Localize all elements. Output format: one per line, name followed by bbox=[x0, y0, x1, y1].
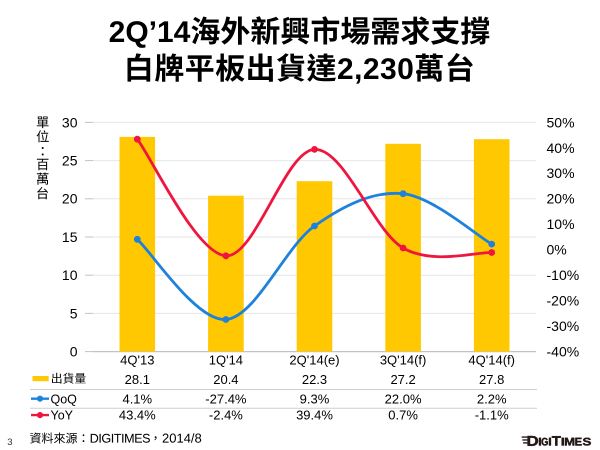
svg-text:30%: 30% bbox=[547, 165, 575, 181]
svg-text:43.4%: 43.4% bbox=[119, 408, 156, 423]
svg-text:22.3: 22.3 bbox=[302, 372, 327, 387]
svg-text:-1.1%: -1.1% bbox=[475, 408, 509, 423]
svg-text:3: 3 bbox=[7, 437, 12, 448]
svg-text:25: 25 bbox=[62, 153, 78, 169]
svg-text:-30%: -30% bbox=[547, 318, 580, 334]
svg-text:1Q'14: 1Q'14 bbox=[209, 353, 243, 368]
svg-text:20.4: 20.4 bbox=[213, 372, 238, 387]
svg-text:-27.4%: -27.4% bbox=[205, 392, 247, 407]
svg-text:27.8: 27.8 bbox=[479, 372, 504, 387]
svg-text:3Q'14(f): 3Q'14(f) bbox=[380, 353, 427, 368]
svg-text:2Q'14(e): 2Q'14(e) bbox=[289, 353, 339, 368]
svg-text:-2.4%: -2.4% bbox=[209, 408, 243, 423]
svg-text:10: 10 bbox=[62, 267, 78, 283]
svg-text:50%: 50% bbox=[547, 114, 575, 130]
svg-text:-40%: -40% bbox=[547, 344, 580, 360]
svg-text:15: 15 bbox=[62, 229, 78, 245]
svg-text:9.3%: 9.3% bbox=[300, 392, 330, 407]
svg-text:20: 20 bbox=[62, 191, 78, 207]
svg-text:39.4%: 39.4% bbox=[296, 408, 333, 423]
svg-text:0: 0 bbox=[70, 344, 78, 360]
svg-text:4Q'14(f): 4Q'14(f) bbox=[468, 353, 515, 368]
svg-text:40%: 40% bbox=[547, 140, 575, 156]
svg-text:0.7%: 0.7% bbox=[388, 408, 418, 423]
svg-text:5: 5 bbox=[70, 305, 78, 321]
svg-text:2.2%: 2.2% bbox=[477, 392, 507, 407]
svg-text:-10%: -10% bbox=[547, 267, 580, 283]
svg-text:20%: 20% bbox=[547, 191, 575, 207]
svg-text:28.1: 28.1 bbox=[125, 372, 150, 387]
svg-text:QoQ: QoQ bbox=[51, 393, 78, 407]
svg-text:10%: 10% bbox=[547, 216, 575, 232]
svg-text:4.1%: 4.1% bbox=[122, 392, 152, 407]
svg-text:30: 30 bbox=[62, 114, 78, 130]
svg-text:22.0%: 22.0% bbox=[385, 392, 422, 407]
svg-text:-20%: -20% bbox=[547, 293, 580, 309]
svg-text:4Q'13: 4Q'13 bbox=[120, 353, 154, 368]
svg-text:YoY: YoY bbox=[51, 409, 74, 423]
svg-text:0%: 0% bbox=[547, 242, 567, 258]
svg-text:27.2: 27.2 bbox=[390, 372, 415, 387]
